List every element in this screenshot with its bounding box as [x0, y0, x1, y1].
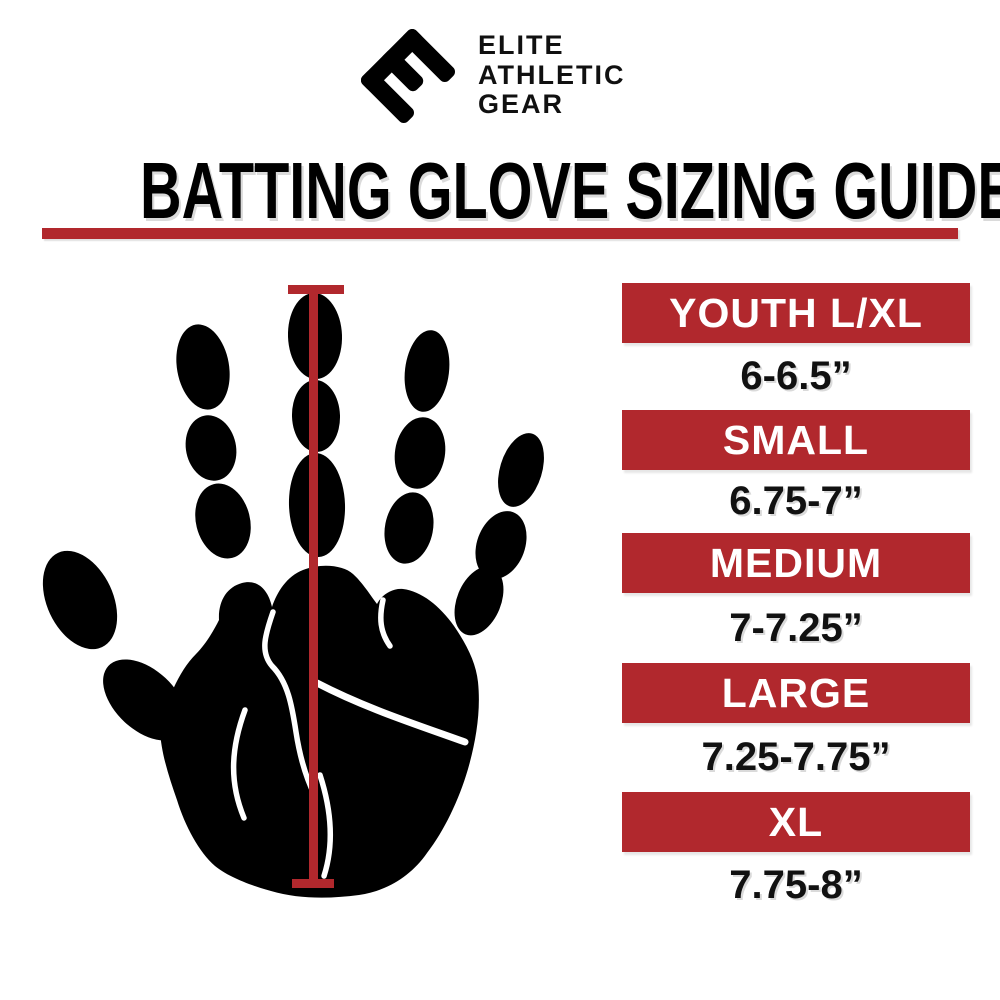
- eag-logo-mark-icon: [360, 28, 456, 124]
- size-range-value: 6-6.5”: [740, 354, 852, 398]
- size-range-value: 7.25-7.75”: [701, 735, 891, 779]
- size-label-banner: XL: [622, 792, 970, 852]
- size-range-value: 7-7.25”: [729, 605, 863, 650]
- brand-wordmark: ELITE ATHLETIC GEAR: [478, 30, 626, 120]
- size-label-banner: YOUTH L/XL: [622, 283, 970, 343]
- size-row-small: SMALL 6.75-7”: [622, 410, 970, 533]
- brand-line-3: GEAR: [478, 89, 565, 119]
- size-label-banner: LARGE: [622, 663, 970, 723]
- title-underline: [42, 228, 958, 239]
- size-row-xl: XL 7.75-8”: [622, 792, 970, 918]
- size-row-large: LARGE 7.25-7.75”: [622, 663, 970, 792]
- size-label-banner: SMALL: [622, 410, 970, 470]
- page-title: BATTING GLOVE SIZING GUIDE: [140, 146, 1000, 235]
- hand-length-measurement-line: [288, 285, 344, 888]
- hand-silhouette: [42, 285, 544, 898]
- size-row-youth: YOUTH L/XL 6-6.5”: [622, 283, 970, 410]
- palm-creases: [49, 597, 469, 879]
- index-finger: [176, 324, 251, 559]
- size-range-value: 7.75-8”: [729, 862, 863, 907]
- size-range-value: 6.75-7”: [729, 479, 863, 523]
- brand-line-2: ATHLETIC: [478, 59, 626, 90]
- size-label-banner: MEDIUM: [622, 533, 970, 593]
- brand-line-1: ELITE: [478, 30, 565, 60]
- pinky-finger: [454, 433, 544, 636]
- hand-figure: [20, 270, 600, 920]
- size-row-medium: MEDIUM 7-7.25”: [622, 533, 970, 663]
- ring-finger: [384, 330, 450, 564]
